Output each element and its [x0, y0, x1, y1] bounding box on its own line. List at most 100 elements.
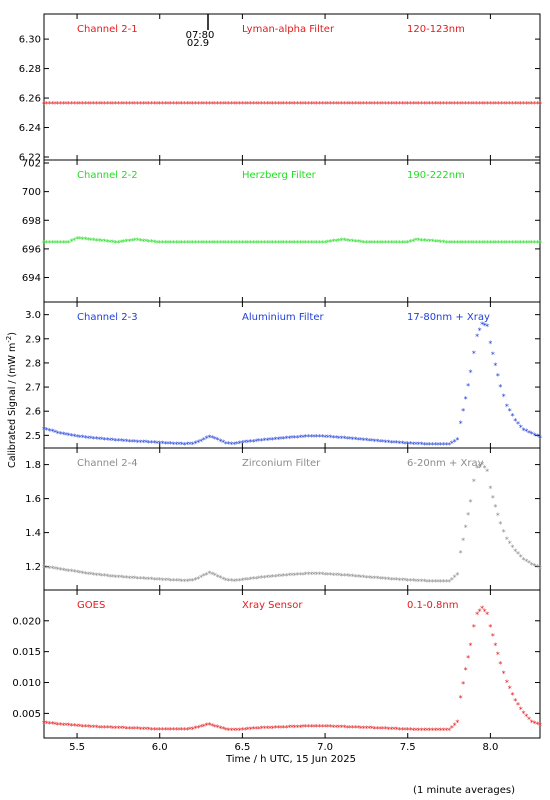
data-point: *	[249, 725, 253, 734]
data-point: *	[141, 439, 145, 448]
data-point: *	[86, 723, 90, 732]
data-point: *	[340, 724, 344, 733]
data-point: *	[493, 361, 497, 370]
data-point: *	[329, 238, 333, 247]
data-point: *	[94, 571, 98, 580]
data-point: *	[116, 239, 120, 248]
data-point: *	[238, 440, 242, 449]
y-tick-label: 1.2	[25, 562, 41, 573]
data-point: *	[130, 100, 134, 109]
data-point: *	[334, 723, 338, 732]
data-point: *	[516, 100, 520, 109]
data-point: *	[238, 239, 242, 248]
data-point: *	[331, 571, 335, 580]
data-point: *	[397, 439, 401, 448]
data-point: *	[466, 100, 470, 109]
data-point: *	[439, 441, 443, 450]
data-point: *	[163, 576, 167, 585]
y-tick-label: 0.020	[12, 616, 41, 627]
data-point: *	[152, 439, 156, 448]
data-point: *	[64, 239, 68, 248]
data-point: *	[406, 577, 410, 586]
data-point: *	[61, 100, 65, 109]
data-point: *	[116, 573, 120, 582]
data-point: *	[185, 726, 189, 735]
data-point: *	[384, 725, 388, 734]
data-point: *	[130, 575, 134, 584]
data-point: *	[384, 100, 388, 109]
data-point: *	[395, 726, 399, 735]
data-point: *	[461, 680, 465, 689]
y-tick-label: 0.015	[12, 647, 41, 658]
data-point: *	[513, 697, 517, 706]
data-point: *	[494, 100, 498, 109]
data-point: *	[180, 577, 184, 586]
data-point: *	[475, 611, 479, 620]
data-point: *	[290, 571, 294, 580]
data-point: *	[296, 100, 300, 109]
data-point: *	[265, 100, 269, 109]
data-point: *	[97, 237, 101, 246]
data-point: *	[293, 239, 297, 248]
data-point: *	[298, 239, 302, 248]
data-point: *	[373, 239, 377, 248]
data-point: *	[389, 439, 393, 448]
data-point: *	[238, 726, 242, 735]
data-point: *	[152, 100, 156, 109]
data-point: *	[535, 433, 539, 442]
y-tick-label: 700	[22, 187, 41, 198]
data-point: *	[144, 575, 148, 584]
data-point: *	[276, 724, 280, 733]
data-point: *	[188, 100, 192, 109]
data-point: *	[246, 100, 250, 109]
data-point: *	[67, 239, 71, 248]
data-point: *	[439, 578, 443, 587]
data-point: *	[284, 724, 288, 733]
data-point: *	[478, 608, 482, 617]
data-point: *	[455, 719, 459, 728]
data-point: *	[315, 239, 319, 248]
data-point: *	[144, 238, 148, 247]
data-point: *	[298, 571, 302, 580]
data-point: *	[342, 237, 346, 246]
data-point: *	[472, 239, 476, 248]
data-point: *	[392, 439, 396, 448]
data-point: *	[240, 439, 244, 448]
data-point: *	[262, 725, 266, 734]
data-point: *	[475, 100, 479, 109]
data-point: *	[359, 724, 363, 733]
channel-label: Channel 2-3	[77, 312, 138, 323]
data-point: *	[530, 561, 534, 570]
data-point: *	[155, 239, 159, 248]
data-point: *	[414, 100, 418, 109]
data-point: *	[351, 238, 355, 247]
data-point: *	[516, 550, 520, 559]
data-point: *	[210, 722, 214, 731]
data-point: *	[458, 239, 462, 248]
data-point: *	[61, 431, 65, 440]
data-point: *	[373, 437, 377, 446]
data-point: *	[527, 100, 531, 109]
data-point: *	[144, 439, 148, 448]
data-point: *	[483, 239, 487, 248]
data-point: *	[290, 434, 294, 443]
data-point: *	[455, 239, 459, 248]
data-point: *	[45, 426, 49, 435]
data-point: *	[411, 440, 415, 449]
data-point: *	[422, 441, 426, 450]
data-point: *	[505, 402, 509, 411]
y-axis-label-main: Calibrated Signal / (mW m	[7, 343, 18, 468]
data-point: *	[483, 464, 487, 473]
data-point: *	[271, 573, 275, 582]
data-point: *	[227, 100, 231, 109]
data-point: *	[356, 100, 360, 109]
data-point: *	[92, 724, 96, 733]
data-point: *	[249, 438, 253, 447]
data-point: *	[196, 438, 200, 447]
data-point: *	[287, 100, 291, 109]
data-point: *	[94, 435, 98, 444]
data-point: *	[103, 238, 107, 247]
data-point: *	[392, 726, 396, 735]
data-point: *	[348, 237, 352, 246]
data-point: *	[196, 724, 200, 733]
